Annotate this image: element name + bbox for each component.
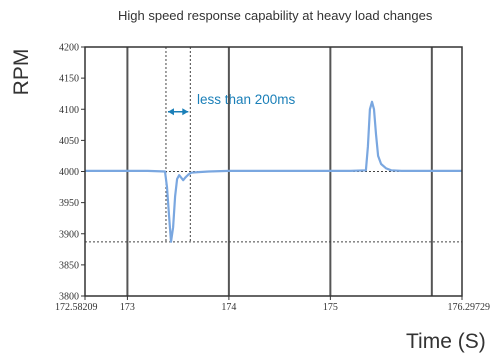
y-tick-label: 3850 [59,260,79,271]
y-tick-label: 3900 [59,229,79,240]
y-tick-label: 4050 [59,136,79,147]
chart-title: High speed response capability at heavy … [118,8,433,23]
annotation-arrowhead-right [182,108,189,116]
rpm-series-line [85,100,462,243]
y-tick-label: 3950 [59,198,79,209]
y-tick-label: 4200 [59,43,79,54]
x-tick-label: 174 [221,302,236,313]
y-tick-label: 3800 [59,292,79,303]
response-time-annotation: less than 200ms [197,92,296,107]
y-tick-label: 4100 [59,105,79,116]
x-tick-label: 175 [323,302,338,313]
y-tick-label: 4000 [59,167,79,178]
x-tick-label: 172.58209 [55,302,98,313]
x-axis-label: Time (S) [406,330,486,353]
y-tick-label: 4150 [59,74,79,85]
x-tick-label: 176.29729 [448,302,491,313]
x-tick-label: 173 [120,302,135,313]
annotation-arrowhead-left [167,108,174,116]
